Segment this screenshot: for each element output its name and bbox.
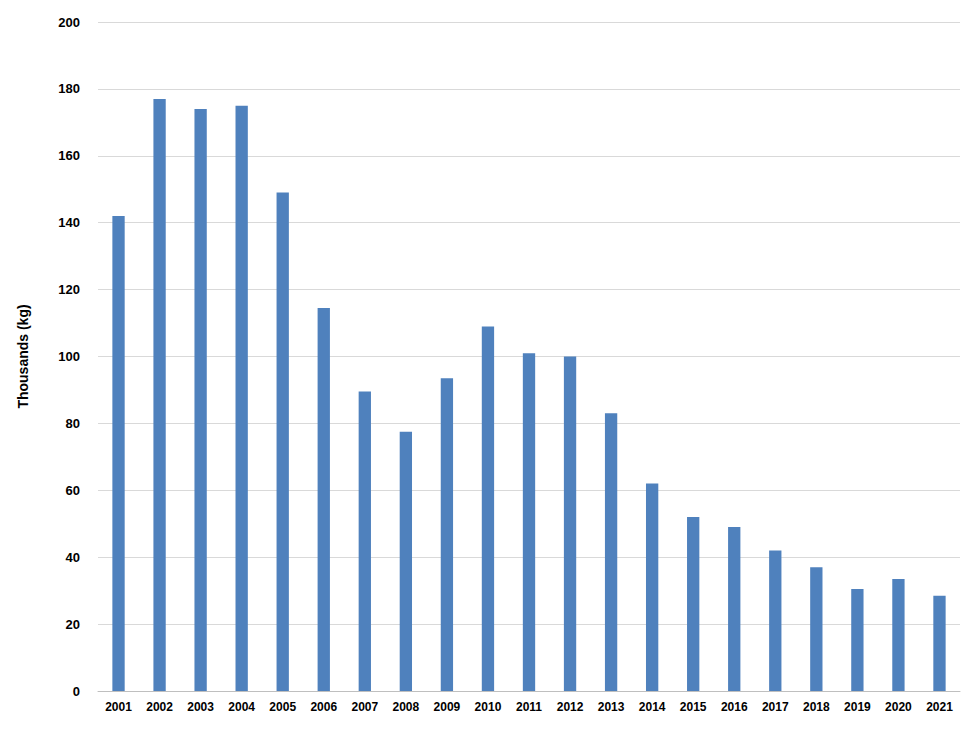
svg-text:2021: 2021 bbox=[926, 700, 953, 714]
svg-text:2006: 2006 bbox=[310, 700, 337, 714]
svg-text:2005: 2005 bbox=[269, 700, 296, 714]
svg-text:140: 140 bbox=[58, 215, 80, 230]
svg-text:2014: 2014 bbox=[639, 700, 666, 714]
svg-text:2004: 2004 bbox=[228, 700, 255, 714]
svg-text:2019: 2019 bbox=[844, 700, 871, 714]
svg-text:2002: 2002 bbox=[146, 700, 173, 714]
svg-text:200: 200 bbox=[58, 15, 80, 30]
svg-text:2015: 2015 bbox=[680, 700, 707, 714]
svg-text:2013: 2013 bbox=[598, 700, 625, 714]
svg-text:2003: 2003 bbox=[187, 700, 214, 714]
svg-text:2001: 2001 bbox=[105, 700, 132, 714]
svg-text:Thousands (kg): Thousands (kg) bbox=[15, 304, 31, 408]
svg-text:2020: 2020 bbox=[885, 700, 912, 714]
svg-text:20: 20 bbox=[66, 617, 80, 632]
svg-text:2016: 2016 bbox=[721, 700, 748, 714]
svg-text:2012: 2012 bbox=[557, 700, 584, 714]
svg-text:60: 60 bbox=[66, 483, 80, 498]
svg-text:160: 160 bbox=[58, 148, 80, 163]
svg-text:180: 180 bbox=[58, 81, 80, 96]
svg-text:40: 40 bbox=[66, 550, 80, 565]
svg-text:2008: 2008 bbox=[393, 700, 420, 714]
svg-text:120: 120 bbox=[58, 282, 80, 297]
svg-text:2017: 2017 bbox=[762, 700, 789, 714]
svg-text:2011: 2011 bbox=[516, 700, 542, 714]
svg-text:80: 80 bbox=[66, 416, 80, 431]
svg-text:100: 100 bbox=[58, 349, 80, 364]
svg-text:2007: 2007 bbox=[351, 700, 378, 714]
svg-text:2009: 2009 bbox=[434, 700, 461, 714]
svg-text:2018: 2018 bbox=[803, 700, 830, 714]
svg-text:0: 0 bbox=[73, 684, 80, 699]
svg-text:2010: 2010 bbox=[475, 700, 502, 714]
